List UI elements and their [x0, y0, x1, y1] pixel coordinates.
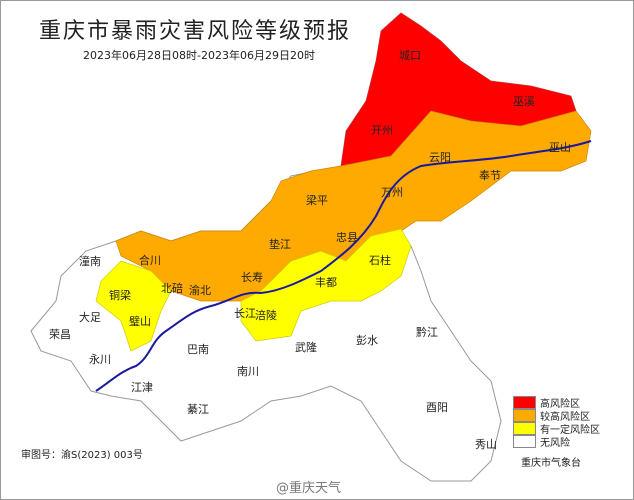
district-label: 垫江: [269, 237, 291, 251]
approval-number: 审图号：渝S(2023) 003号: [21, 450, 143, 461]
legend-label: 较高风险区: [540, 412, 590, 423]
district-label: 荣昌: [49, 328, 71, 341]
legend-item-some: 有一定风险区: [513, 422, 600, 436]
legend-label: 高风险区: [540, 399, 580, 410]
district-label: 合川: [139, 253, 161, 267]
district-label: 长江: [234, 307, 256, 320]
district-label: 长寿: [241, 270, 263, 284]
district-label: 奉节: [479, 168, 501, 182]
district-label: 黔江: [416, 325, 438, 339]
region-some: [95, 260, 172, 352]
district-label: 云阳: [429, 151, 451, 164]
district-label: 丰都: [315, 276, 337, 289]
forecast-period: 2023年06月28日08时-2023年06月29日20时: [83, 49, 315, 62]
district-label: 涪陵: [255, 308, 277, 322]
district-label: 巴南: [187, 343, 209, 356]
yangtze-river: [95, 140, 592, 392]
legend-item-none: 无风险: [513, 435, 600, 449]
district-label: 永川: [89, 352, 111, 366]
legend-item-higher: 较高风险区: [513, 409, 600, 423]
legend: 高风险区 较高风险区 有一定风险区 无风险: [513, 396, 600, 449]
legend-item-high: 高风险区: [513, 396, 600, 410]
district-label: 秀山: [475, 438, 497, 451]
district-label: 武隆: [295, 340, 317, 354]
district-label: 江津: [131, 381, 153, 394]
district-label: 城口: [399, 49, 421, 62]
district-label: 大足: [79, 310, 101, 324]
district-label: 南川: [237, 365, 259, 378]
map-title: 重庆市暴雨灾害风险等级预报: [39, 19, 352, 44]
district-label: 石柱: [369, 253, 391, 267]
district-label: 潼南: [79, 254, 101, 268]
district-label: 璧山: [129, 314, 151, 328]
district-label: 渝北: [189, 283, 211, 297]
organization: 重庆市气象台: [521, 458, 581, 469]
region-some: [240, 228, 412, 342]
district-label: 巫山: [549, 141, 571, 154]
district-label: 开州: [371, 124, 393, 137]
district-label: 梁平: [306, 193, 328, 207]
district-label: 铜梁: [109, 288, 131, 302]
legend-label: 有一定风险区: [540, 425, 600, 436]
district-label: 万州: [381, 186, 403, 199]
watermark: @重庆天气: [276, 481, 342, 496]
district-label: 忠县: [336, 231, 358, 244]
district-label: 酉阳: [426, 401, 448, 414]
district-label: 北碚: [161, 281, 183, 295]
district-label: 彭水: [356, 333, 378, 347]
legend-label: 无风险: [540, 438, 570, 449]
district-label: 綦江: [187, 403, 209, 416]
district-label: 巫溪: [513, 95, 535, 108]
